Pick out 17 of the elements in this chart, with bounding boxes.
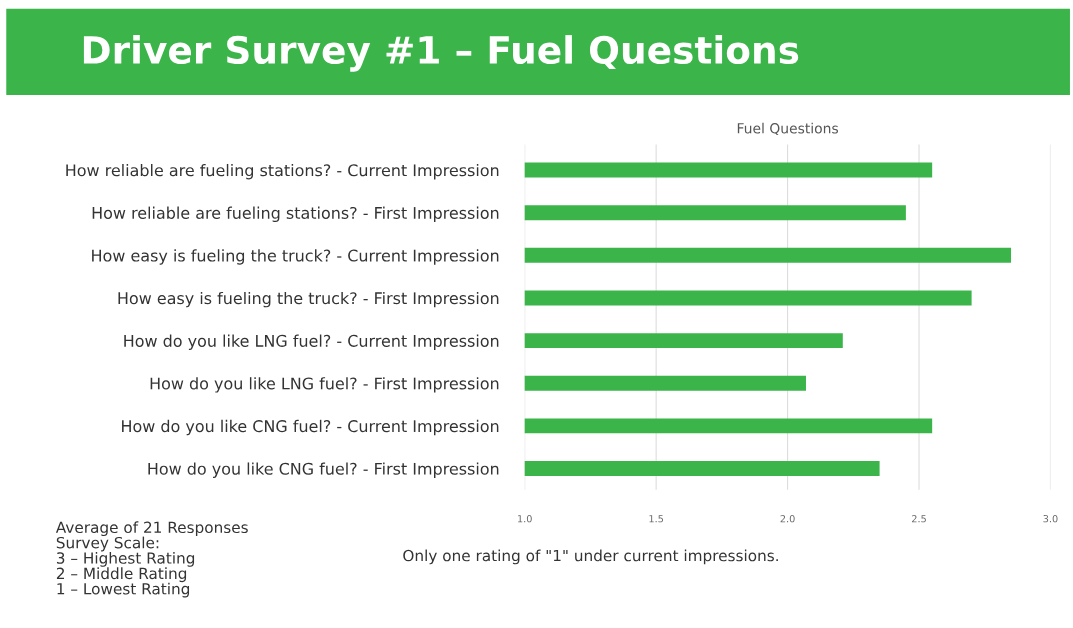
chart-subtitle: Fuel Questions: [737, 122, 839, 136]
x-tick-label: 1.0: [518, 515, 532, 523]
y-tick-label: How do you like CNG fuel? - Current Impression: [122, 419, 499, 436]
text: Average of 21 Responses Survey Scale: 3 – Highest Rating 2 – Middle Rating 1 – Lowest Rating: [55, 521, 248, 598]
x-tick-label: 2.0: [780, 515, 795, 523]
y-tick-label: How easy is fueling the truck? - First Impression: [118, 291, 499, 308]
y-tick-label: How do you like LNG fuel? - Current Impression: [124, 334, 499, 350]
y-tick-label: How reliable are fueling stations? - First Impression: [92, 206, 499, 223]
x-tick-label: 2.5: [912, 515, 926, 523]
chart-title: Driver Survey #1 – Fuel Questions: [83, 35, 799, 72]
y-tick-label: How do you like LNG fuel? - First Impression: [150, 377, 499, 393]
y-tick-label: How reliable are fueling stations? - Current Impression: [66, 163, 499, 180]
x-tick-label: 1.5: [649, 515, 664, 523]
text: Only one rating of "1" under current impressions.: [403, 549, 778, 565]
y-tick-label: How do you like CNG fuel? - First Impression: [148, 462, 499, 478]
y-tick-label: How easy is fueling the truck? - Current Impression: [92, 249, 499, 265]
x-tick-label: 3.0: [1043, 515, 1058, 523]
